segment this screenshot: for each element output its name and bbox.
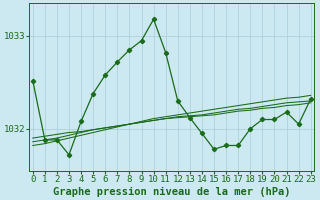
X-axis label: Graphe pression niveau de la mer (hPa): Graphe pression niveau de la mer (hPa) — [53, 186, 291, 197]
